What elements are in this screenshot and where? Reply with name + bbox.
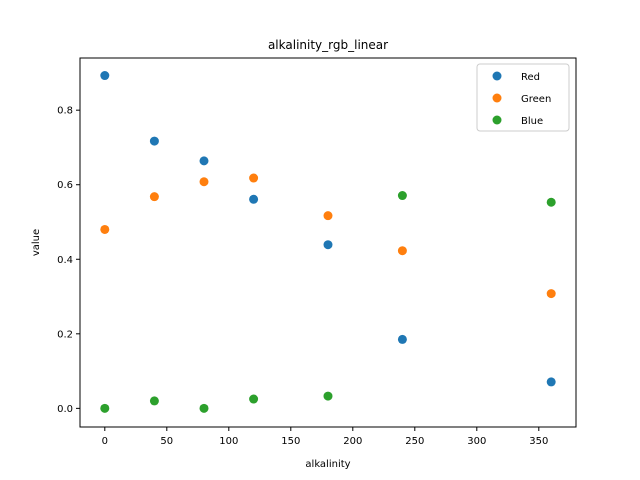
legend-label-red: Red bbox=[521, 72, 540, 83]
axis-ticks: 0 50 100 150 200 250 300 350 0.0 0.2 0.4 0.6 0.8 bbox=[57, 106, 548, 447]
point-blue bbox=[546, 197, 556, 207]
legend-marker-blue bbox=[492, 115, 502, 125]
chart-title: alkalinity_rgb_linear bbox=[268, 38, 388, 52]
y-tick-label: 0.2 bbox=[57, 329, 73, 340]
point-green bbox=[323, 211, 333, 221]
legend-marker-red bbox=[492, 71, 502, 81]
point-blue bbox=[323, 391, 333, 401]
x-tick-label: 350 bbox=[529, 436, 548, 447]
point-green bbox=[149, 192, 159, 202]
legend: Red Green Blue bbox=[476, 63, 570, 132]
y-tick-label: 0.0 bbox=[57, 404, 73, 415]
point-red bbox=[397, 334, 407, 344]
point-green bbox=[199, 177, 209, 187]
point-green bbox=[100, 224, 110, 234]
x-tick-label: 250 bbox=[405, 436, 424, 447]
x-tick-label: 50 bbox=[160, 436, 173, 447]
point-red bbox=[546, 377, 556, 387]
legend-label-blue: Blue bbox=[521, 116, 543, 127]
data-points bbox=[100, 71, 556, 413]
x-tick-label: 100 bbox=[219, 436, 238, 447]
point-green bbox=[546, 289, 556, 299]
y-axis-label: value bbox=[31, 229, 42, 256]
point-red bbox=[199, 156, 209, 166]
point-red bbox=[249, 194, 259, 204]
legend-label-green: Green bbox=[521, 94, 551, 105]
point-green bbox=[249, 173, 259, 183]
x-tick-label: 150 bbox=[281, 436, 300, 447]
plot-frame bbox=[79, 57, 577, 428]
point-green bbox=[397, 246, 407, 256]
point-red bbox=[323, 240, 333, 250]
y-tick-label: 0.8 bbox=[57, 106, 73, 117]
y-tick-label: 0.6 bbox=[57, 180, 73, 191]
point-blue bbox=[397, 191, 407, 201]
x-tick-label: 0 bbox=[102, 436, 108, 447]
x-axis-label: alkalinity bbox=[305, 459, 350, 470]
legend-box bbox=[476, 63, 570, 132]
point-blue bbox=[249, 394, 259, 404]
point-blue bbox=[149, 396, 159, 406]
point-red bbox=[149, 136, 159, 146]
point-blue bbox=[199, 403, 209, 413]
x-tick-label: 200 bbox=[343, 436, 362, 447]
x-tick-label: 300 bbox=[467, 436, 486, 447]
legend-marker-green bbox=[492, 93, 502, 103]
point-blue bbox=[100, 403, 110, 413]
y-tick-label: 0.4 bbox=[57, 255, 73, 266]
point-red bbox=[100, 71, 110, 81]
